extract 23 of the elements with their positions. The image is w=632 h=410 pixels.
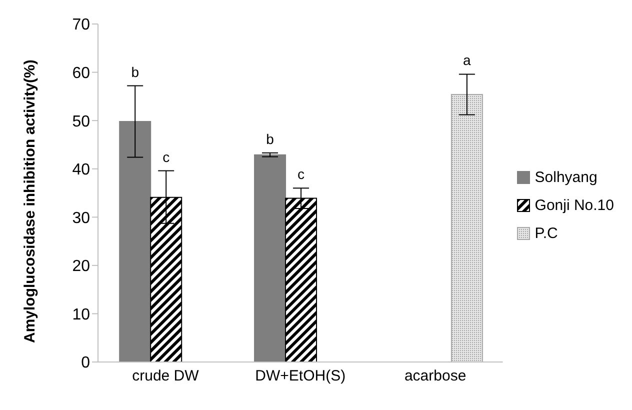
y-tick-label: 30	[72, 210, 90, 227]
y-tick-label: 10	[72, 306, 90, 324]
legend-label: Solhyang	[534, 168, 598, 186]
y-tick-label: 20	[72, 258, 90, 276]
data-label: a	[463, 52, 472, 68]
x-tick-label: acarbose	[404, 368, 466, 385]
x-tick-label: DW+EtOH(S)	[255, 368, 346, 385]
bar	[119, 121, 152, 362]
data-label: b	[131, 64, 140, 80]
y-tick-label: 40	[72, 162, 90, 179]
x-tick-label: crude DW	[132, 368, 200, 385]
legend-label: P.C	[534, 224, 558, 242]
bar	[450, 94, 483, 362]
data-label: b	[266, 130, 274, 147]
data-label: c	[162, 148, 170, 165]
bar	[254, 154, 286, 362]
y-tick-label: 0	[81, 354, 90, 372]
y-tick-label: 60	[72, 64, 90, 82]
y-axis-title: Amyloglucosidase inhibition activity(%)	[21, 60, 38, 343]
y-tick-label: 70	[72, 16, 90, 34]
y-tick-label: 50	[72, 113, 90, 130]
data-label: c	[298, 166, 305, 182]
legend-label: Gonji No.10	[534, 196, 614, 214]
